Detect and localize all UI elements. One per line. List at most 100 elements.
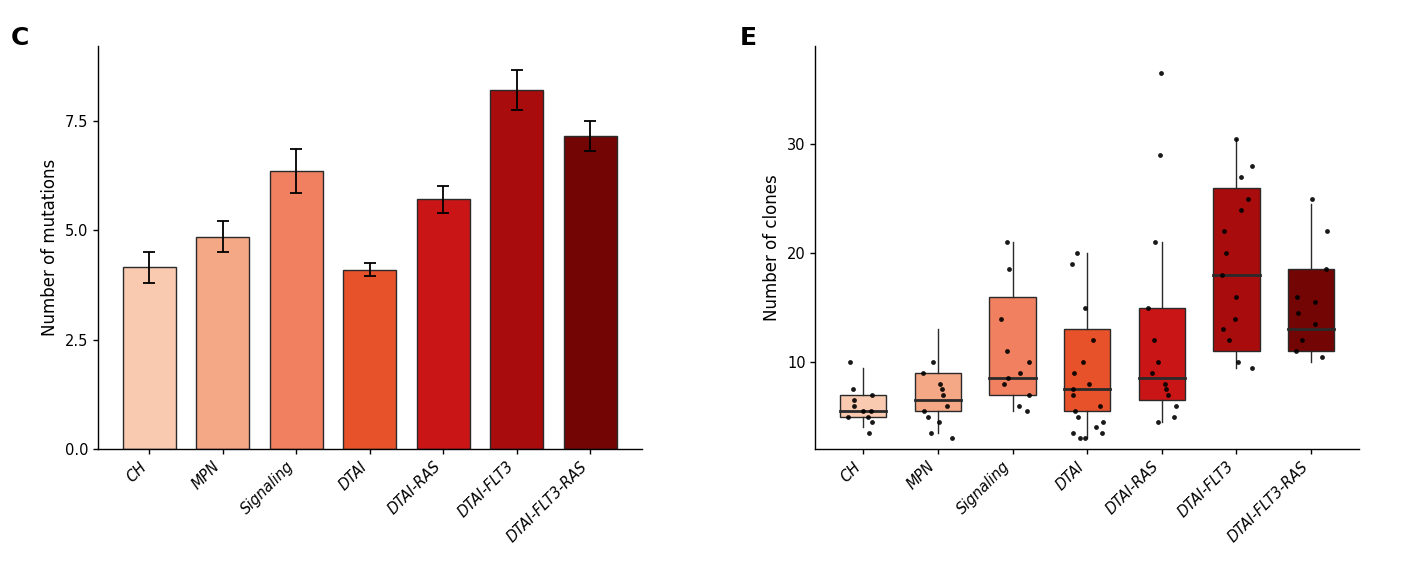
Bar [915,373,961,411]
Bar [565,136,616,449]
Bar [1065,329,1111,411]
Point [836,412,859,421]
Point [1150,69,1173,78]
Point [1066,248,1089,257]
Y-axis label: Number of clones: Number of clones [764,175,782,321]
Point [1017,358,1040,367]
Point [932,385,954,394]
Bar [490,90,544,449]
Point [1143,238,1166,247]
Point [852,407,874,416]
Point [1154,379,1177,388]
Point [1304,298,1327,307]
Point [1017,390,1040,399]
Bar [343,270,396,449]
Point [998,374,1020,383]
Point [1154,385,1177,394]
Text: E: E [740,26,757,50]
Point [1091,429,1114,438]
Point [1286,292,1309,301]
Point [1223,314,1245,323]
Point [912,369,934,378]
Point [1136,303,1159,312]
Point [916,412,939,421]
Point [1224,292,1247,301]
Point [839,358,862,367]
Bar [841,395,887,416]
Point [1213,227,1236,236]
Point [1062,390,1084,399]
Point [996,238,1019,247]
Text: C: C [11,26,29,50]
Point [1065,407,1087,416]
Bar [196,237,249,449]
Point [996,347,1019,356]
Bar [1288,270,1334,351]
Point [1063,369,1086,378]
Bar [989,297,1035,395]
Point [1157,390,1180,399]
Point [1212,325,1234,334]
Point [1143,336,1166,345]
Bar [417,199,469,449]
Point [1230,172,1252,181]
Point [1219,336,1241,345]
Point [1149,150,1171,160]
Point [1007,401,1030,410]
Point [1288,309,1310,318]
Point [929,379,951,388]
Point [1073,303,1096,312]
Point [1077,379,1100,388]
Point [1066,412,1089,421]
Bar [1213,188,1259,351]
Point [860,418,883,427]
Point [860,390,883,399]
Point [860,407,883,416]
Point [1224,134,1247,143]
Point [1241,363,1264,372]
Point [1290,336,1313,345]
Point [1241,161,1264,170]
Point [1316,265,1338,274]
Point [1084,423,1107,432]
Point [1091,418,1114,427]
Point [1310,352,1332,361]
Point [1016,407,1038,416]
Point [1061,259,1083,268]
Point [842,385,864,394]
Point [1300,194,1323,203]
Point [1089,401,1111,410]
Y-axis label: Number of mutations: Number of mutations [41,159,59,336]
Point [920,429,943,438]
Point [998,265,1020,274]
Point [922,358,944,367]
Point [842,396,864,405]
Point [1215,248,1237,257]
Bar [123,267,175,449]
Point [1009,369,1031,378]
Point [1072,358,1094,367]
Point [1062,385,1084,394]
Point [912,407,934,416]
Point [992,379,1014,388]
Point [989,314,1012,323]
Point [1147,418,1170,427]
Point [1285,347,1307,356]
Point [936,401,958,410]
Point [1075,434,1097,443]
Point [1227,358,1250,367]
Point [1304,319,1327,328]
Point [932,390,954,399]
Point [1082,336,1104,345]
Point [1166,401,1188,410]
Point [1316,227,1338,236]
Point [856,412,878,421]
Point [1210,270,1233,279]
Point [843,401,866,410]
Point [859,429,881,438]
Point [1163,412,1185,421]
Point [927,418,950,427]
Point [1069,434,1091,443]
Point [941,434,964,443]
Point [1140,369,1163,378]
